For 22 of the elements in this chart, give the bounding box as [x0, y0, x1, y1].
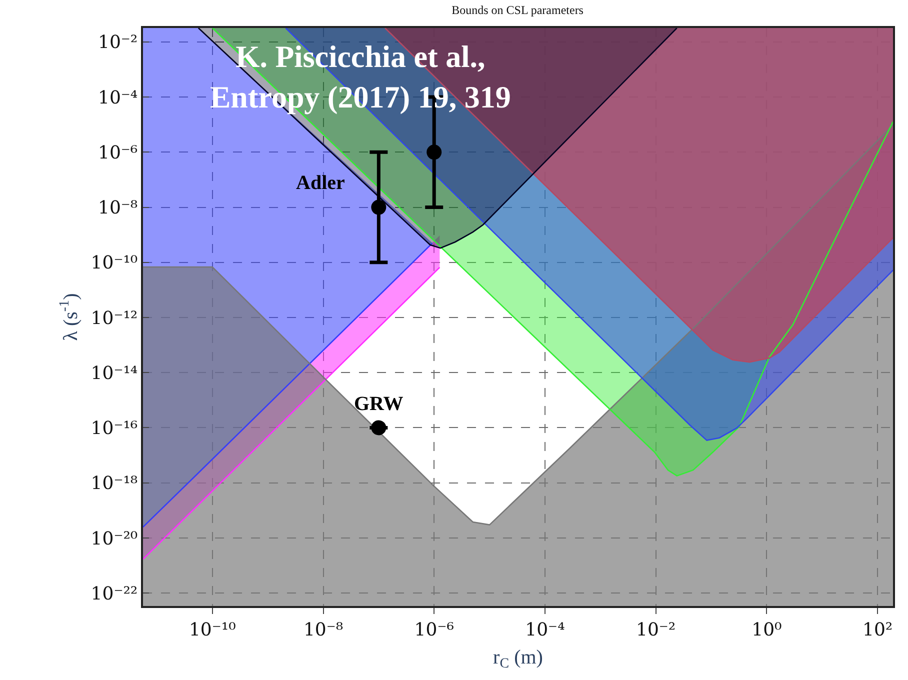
chart-title: Bounds on CSL parameters — [452, 2, 584, 17]
y-tick-label: 10⁻² — [98, 32, 138, 54]
x-tick-label: 10⁻² — [636, 619, 676, 640]
y-tick-label: 10⁻¹⁴ — [90, 362, 138, 384]
y-tick-label: 10⁻⁶ — [98, 142, 138, 164]
y-tick-label: 10⁻²⁰ — [90, 528, 138, 550]
x-tick-label: 10⁻⁸ — [303, 619, 344, 640]
y-tick-label: 10⁻²² — [90, 583, 138, 604]
y-tick-label: 10⁻¹² — [90, 308, 138, 329]
x-tick-label: 10⁻⁴ — [525, 619, 565, 640]
annotation: Adler — [296, 172, 345, 194]
y-tick-label: 10⁻⁴ — [98, 87, 138, 108]
y-tick-label: 10⁻¹⁶ — [90, 418, 138, 440]
y-tick-label: 10⁻¹⁰ — [90, 252, 138, 274]
annotation: GRW — [354, 393, 404, 415]
y-tick-label: 10⁻⁸ — [98, 198, 138, 219]
x-tick-label: 10⁻⁶ — [414, 619, 454, 640]
x-tick-label: 10⁻¹⁰ — [188, 619, 236, 640]
x-tick-label: 10⁰ — [752, 619, 782, 640]
x-tick-label: 10² — [862, 619, 893, 640]
y-tick-label: 10⁻¹⁸ — [90, 473, 138, 494]
x-axis-title: r$_{C}$ (m) — [493, 646, 543, 672]
